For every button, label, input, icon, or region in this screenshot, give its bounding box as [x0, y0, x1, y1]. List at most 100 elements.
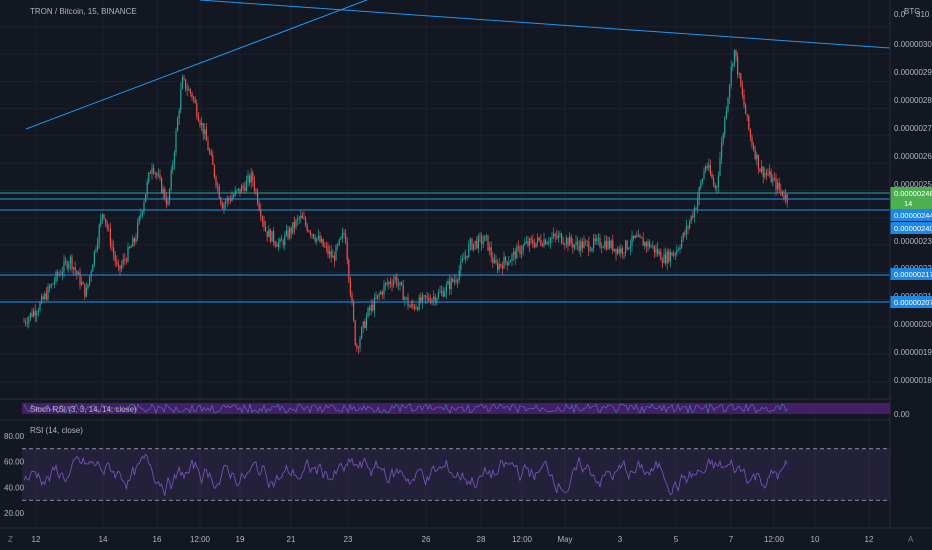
candle-body: [149, 172, 151, 174]
candle-body: [740, 73, 742, 87]
candle-body: [313, 234, 315, 239]
trendline-ascending[interactable]: [25, 0, 380, 130]
candle-body: [301, 215, 303, 219]
candle-body: [329, 251, 331, 255]
level-price-tag: [890, 209, 932, 221]
candle-body: [274, 242, 276, 245]
candle-body: [210, 152, 212, 156]
candle-body: [567, 238, 569, 246]
auto-scale-button[interactable]: A: [908, 535, 914, 544]
candle-body: [570, 236, 572, 244]
symbol-title[interactable]: TRON / Bitcoin, 15, BINANCE: [30, 7, 137, 16]
candle-body: [298, 218, 300, 219]
candle-body: [381, 291, 383, 295]
candle-body: [754, 150, 756, 159]
stoch-axis-label: 0.00: [894, 410, 910, 419]
candle-body: [346, 242, 348, 260]
candle-body: [282, 240, 284, 246]
level-price-label: 0.00000240: [894, 224, 932, 233]
rsi-line: [23, 453, 788, 496]
candle-body: [250, 172, 252, 183]
candle-body: [68, 263, 70, 269]
candle-body: [556, 235, 558, 238]
candle-body: [399, 282, 401, 285]
candle-body: [599, 238, 601, 247]
stoch-rsi-label[interactable]: Stoch RSI (3, 3, 14, 14, close): [30, 405, 137, 414]
candle-body: [460, 261, 462, 271]
candle-body: [127, 247, 129, 262]
candle-body: [634, 235, 636, 239]
rsi-panel[interactable]: [22, 448, 890, 501]
trendlines[interactable]: [25, 0, 891, 130]
candle-body: [673, 253, 675, 256]
candle-body: [285, 230, 287, 236]
candle-body: [106, 222, 108, 228]
candle-body: [647, 241, 649, 247]
candle-body: [778, 182, 780, 189]
candle-body: [309, 231, 311, 235]
candle-body: [655, 248, 657, 253]
candle-body: [423, 295, 425, 297]
time-axis-label: 5: [674, 535, 679, 544]
candle-body: [74, 267, 76, 271]
candle-body: [196, 103, 198, 117]
candle-body: [292, 222, 294, 233]
candle-body: [348, 259, 350, 279]
candle-body: [137, 222, 139, 239]
candle-body: [601, 246, 603, 248]
candle-body: [637, 235, 639, 237]
candle-body: [602, 247, 604, 249]
candle-body: [349, 278, 351, 295]
candle-body: [221, 203, 223, 209]
candle-body: [345, 233, 347, 243]
candle-body: [503, 256, 505, 269]
level-price-tag: [890, 296, 932, 308]
time-axis-label: 26: [422, 535, 431, 544]
candle-body: [245, 180, 247, 191]
candle-body: [260, 209, 262, 218]
candle-body: [578, 245, 580, 251]
candle-body: [44, 293, 46, 299]
candle-body: [145, 194, 147, 203]
horizontal-levels[interactable]: [0, 192, 890, 303]
zoom-button[interactable]: Z: [8, 535, 13, 544]
candle-body: [42, 296, 44, 299]
candle-body: [133, 238, 135, 243]
candle-body: [357, 347, 359, 349]
candle-body: [538, 237, 540, 241]
candle-body: [623, 252, 625, 254]
candle-body: [516, 246, 518, 259]
candle-body: [36, 312, 38, 316]
stoch-rsi-panel[interactable]: [22, 403, 890, 414]
candle-body: [682, 232, 684, 240]
stoch-k-line: [23, 403, 789, 414]
candle-body: [57, 272, 59, 276]
candle-body: [511, 254, 513, 261]
candle-body: [351, 294, 353, 302]
candle-body: [751, 137, 753, 146]
candle-body: [332, 255, 334, 258]
candle-body: [257, 191, 259, 204]
rsi-label[interactable]: RSI (14, close): [30, 426, 83, 435]
candle-body: [60, 273, 62, 275]
candle-body: [37, 310, 39, 313]
candle-body: [373, 297, 375, 311]
candle-body: [180, 88, 182, 111]
candle-body: [154, 173, 156, 174]
candle-body: [183, 77, 185, 80]
candle-body: [433, 296, 435, 300]
candle-body: [522, 245, 524, 252]
candle-body: [361, 327, 363, 339]
rsi-axis-label: 40.00: [4, 483, 25, 492]
trendline-descending[interactable]: [199, 0, 891, 49]
candle-body: [583, 241, 585, 249]
candle-body: [268, 229, 270, 238]
candle-body: [225, 201, 227, 204]
time-axis[interactable]: 12 14 16 12:00 19 21 23 26 28 12:00 May 3 5 7 12:00 10 1…: [32, 535, 874, 544]
candle-body: [719, 158, 721, 176]
candle-body: [161, 178, 163, 193]
